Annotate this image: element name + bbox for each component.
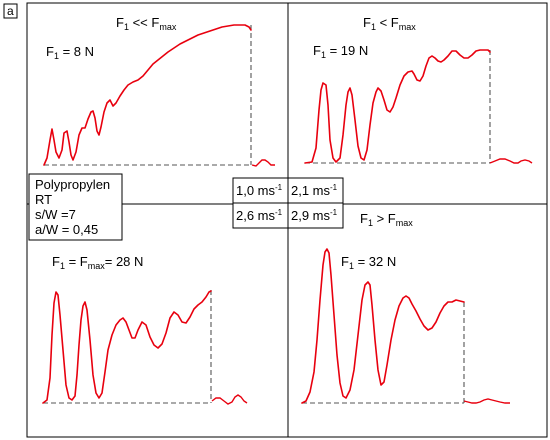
velocity-bottom-left: 2,6 ms-1 (236, 208, 283, 223)
load-curve (304, 49, 491, 164)
post-fracture-wiggle (489, 158, 533, 164)
force-label: F1 = 8 N (46, 44, 94, 61)
temperature-line: RT (35, 192, 52, 207)
load-curve (301, 248, 465, 404)
velocity-grid: 1,0 ms-1 2,1 ms-1 2,6 ms-1 2,9 ms-1 (232, 177, 344, 229)
condition-label: F1 > Fmax (360, 211, 413, 228)
material-line: Polypropylen (35, 177, 110, 192)
condition-label: F1 << Fmax (116, 15, 177, 32)
post-fracture-wiggle (211, 394, 248, 405)
velocity-top-right: 2,1 ms-1 (291, 183, 338, 198)
force-label: F1 = 19 N (313, 43, 368, 60)
post-fracture-wiggle (251, 159, 275, 167)
material-info-box: Polypropylen RT s/W =7 a/W = 0,45 (28, 173, 123, 241)
velocity-bottom-right: 2,9 ms-1 (291, 208, 338, 223)
quadrant-top-right: F1 < Fmax F1 = 19 N (304, 15, 533, 164)
quadrant-top-left: F1 << Fmax F1 = 8 N (43, 15, 275, 167)
panel-tag-box (3, 3, 18, 19)
span-ratio-line: s/W =7 (35, 207, 76, 222)
post-fracture-wiggle (463, 398, 510, 404)
force-label: F1 = Fmax= 28 N (52, 254, 143, 271)
outer-frame (26, 2, 548, 438)
panel-tag: a (7, 4, 14, 18)
force-label: F1 = 32 N (341, 254, 396, 271)
material-box-frame (28, 173, 123, 241)
crack-ratio-line: a/W = 0,45 (35, 222, 98, 237)
condition-label: F1 < Fmax (363, 15, 416, 32)
quadrant-bottom-left: F1 = Fmax= 28 N (42, 254, 248, 405)
quadrant-bottom-right: F1 > Fmax F1 = 32 N (301, 211, 510, 404)
load-curve (42, 290, 212, 404)
velocity-top-left: 1,0 ms-1 (236, 183, 283, 198)
load-curve (43, 24, 252, 166)
